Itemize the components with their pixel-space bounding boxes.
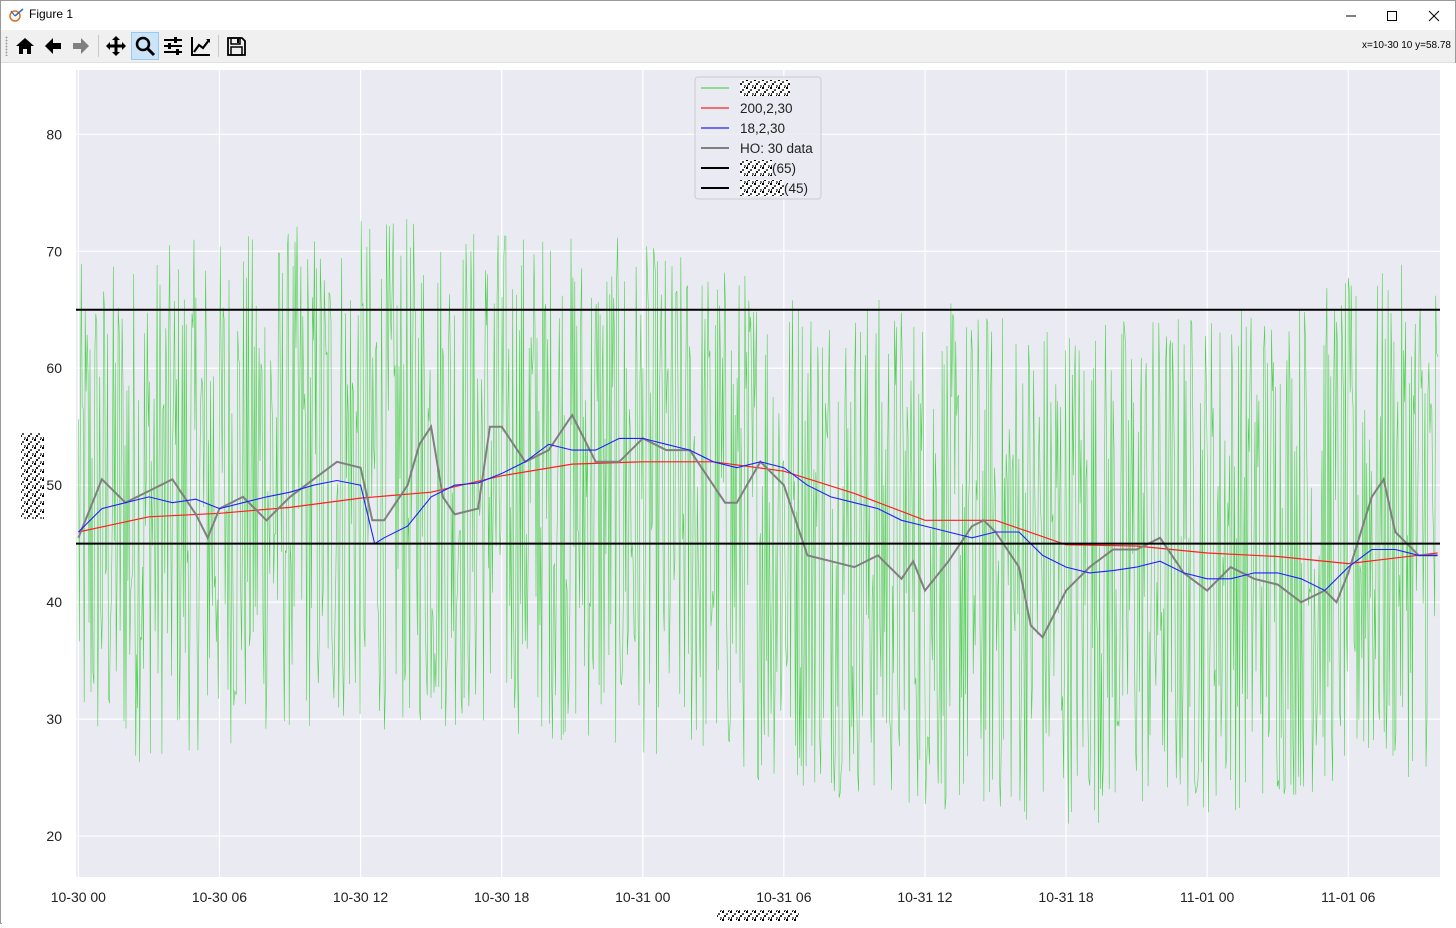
line-chart-icon <box>191 37 210 56</box>
plot-area[interactable] <box>76 70 1440 877</box>
home-icon <box>16 38 34 54</box>
arrow-left-icon <box>45 38 61 54</box>
figure-canvas[interactable]: 20 30 40 50 60 70 80 10-30 00 10-30 06 10-30 12 1… <box>2 63 1456 924</box>
close-button[interactable] <box>1414 1 1454 30</box>
x-tick-label: 10-30 06 <box>192 889 247 905</box>
navigation-toolbar <box>1 30 1455 63</box>
legend-label-redacted <box>740 180 784 196</box>
cursor-coordinates: x=10-30 10 y=58.78 <box>1362 40 1451 51</box>
legend-label: (65) <box>772 161 796 176</box>
x-tick-label: 10-30 00 <box>51 889 106 905</box>
maximize-icon <box>1387 10 1397 21</box>
configure-subplots-button[interactable] <box>159 32 187 60</box>
legend-label-redacted <box>740 160 772 176</box>
x-tick-label: 10-31 18 <box>1038 889 1093 905</box>
maximize-button[interactable] <box>1372 1 1412 30</box>
x-tick-label: 11-01 06 <box>1321 889 1375 905</box>
x-tick-label: 10-31 12 <box>897 889 952 905</box>
floppy-icon <box>227 37 246 56</box>
x-tick-label: 10-30 18 <box>474 889 529 905</box>
pan-button[interactable] <box>102 32 130 60</box>
y-tick-label: 70 <box>46 243 62 259</box>
y-tick-label: 20 <box>46 828 62 844</box>
legend-label-redacted <box>740 80 790 96</box>
legend: 200,2,30 18,2,30 HO: 30 data (65) (45) <box>694 76 822 200</box>
window-title: Figure 1 <box>29 7 74 21</box>
series-raw-line <box>78 219 1438 824</box>
close-icon <box>1428 10 1440 21</box>
minimize-icon <box>1346 15 1356 16</box>
x-tick-labels: 10-30 00 10-30 06 10-30 12 10-30 18 10-31 00… <box>51 889 1376 905</box>
sliders-icon <box>164 37 182 55</box>
toolbar-separator <box>218 35 219 57</box>
arrow-right-icon <box>73 38 89 54</box>
app-icon <box>9 8 24 22</box>
y-axis-label-redacted <box>21 433 44 519</box>
title-bar: Figure 1 <box>1 1 1455 30</box>
x-tick-label: 10-31 06 <box>756 889 811 905</box>
y-tick-label: 50 <box>46 477 62 493</box>
legend-label: 200,2,30 <box>740 101 793 116</box>
legend-label: HO: 30 data <box>740 141 813 156</box>
home-button[interactable] <box>11 32 39 60</box>
toolbar-separator <box>98 35 99 57</box>
series-18-line <box>78 437 1438 592</box>
move-icon <box>106 36 126 56</box>
series-200-line <box>78 461 1438 565</box>
edit-axis-button[interactable] <box>187 32 215 60</box>
y-tick-label: 30 <box>46 711 62 727</box>
toolbar-grip <box>5 36 8 56</box>
minimize-button[interactable] <box>1331 1 1371 30</box>
y-tick-label: 40 <box>46 594 62 610</box>
y-gridlines <box>76 133 1440 837</box>
y-tick-labels: 20 30 40 50 60 70 80 <box>46 126 62 844</box>
back-button[interactable] <box>39 32 67 60</box>
save-button[interactable] <box>222 32 250 60</box>
forward-button[interactable] <box>67 32 95 60</box>
zoom-button[interactable] <box>131 32 159 60</box>
series-layer <box>76 219 1440 824</box>
x-tick-label: 10-31 00 <box>615 889 670 905</box>
legend-label: 18,2,30 <box>740 121 785 136</box>
x-axis-label-redacted <box>717 910 799 921</box>
x-tick-label: 11-01 00 <box>1180 889 1234 905</box>
legend-label: (45) <box>784 181 808 196</box>
x-tick-label: 10-30 12 <box>333 889 388 905</box>
zoom-icon <box>135 36 156 57</box>
y-tick-label: 80 <box>46 126 62 142</box>
y-tick-label: 60 <box>46 360 62 376</box>
series-ho-line <box>77 413 1438 639</box>
